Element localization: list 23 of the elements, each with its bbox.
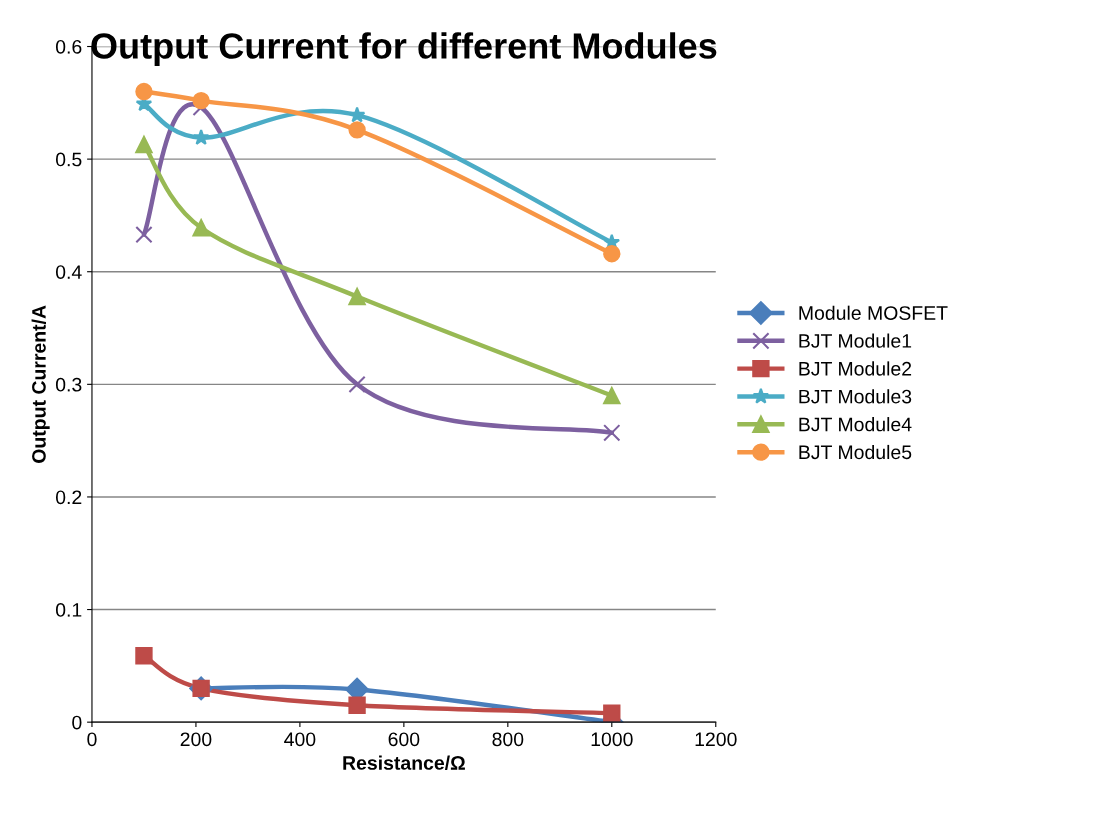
x-axis-title: Resistance/Ω (343, 755, 465, 771)
x-tick-label: 1000 (591, 732, 633, 747)
legend-label: BJT Module5 (799, 444, 912, 460)
legend-label: BJT Module2 (799, 361, 912, 376)
y-tick-label: 0.6 (55, 39, 82, 54)
y-tick-label: 0.4 (55, 265, 82, 279)
x-tick-label: 1200 (695, 732, 737, 747)
x-tick-label: 600 (388, 732, 420, 747)
chart-title: Output Current for different Modules (91, 32, 717, 66)
legend-label: BJT Module3 (799, 389, 912, 404)
legend-label: BJT Module1 (799, 333, 912, 348)
x-tick-label: 400 (284, 732, 316, 747)
y-axis-title: Output Current/A (31, 305, 50, 463)
x-tick-label: 800 (492, 732, 524, 747)
legend-label: Module MOSFET (799, 305, 948, 320)
y-tick-label: 0 (72, 715, 82, 730)
legend-label: BJT Module4 (799, 417, 912, 432)
y-tick-label: 0.2 (55, 490, 82, 505)
x-tick-label: 200 (180, 732, 212, 747)
x-tick-label: 0 (87, 732, 97, 747)
y-tick-label: 0.1 (55, 603, 82, 617)
y-tick-label: 0.3 (55, 377, 82, 392)
y-tick-label: 0.5 (55, 152, 82, 167)
